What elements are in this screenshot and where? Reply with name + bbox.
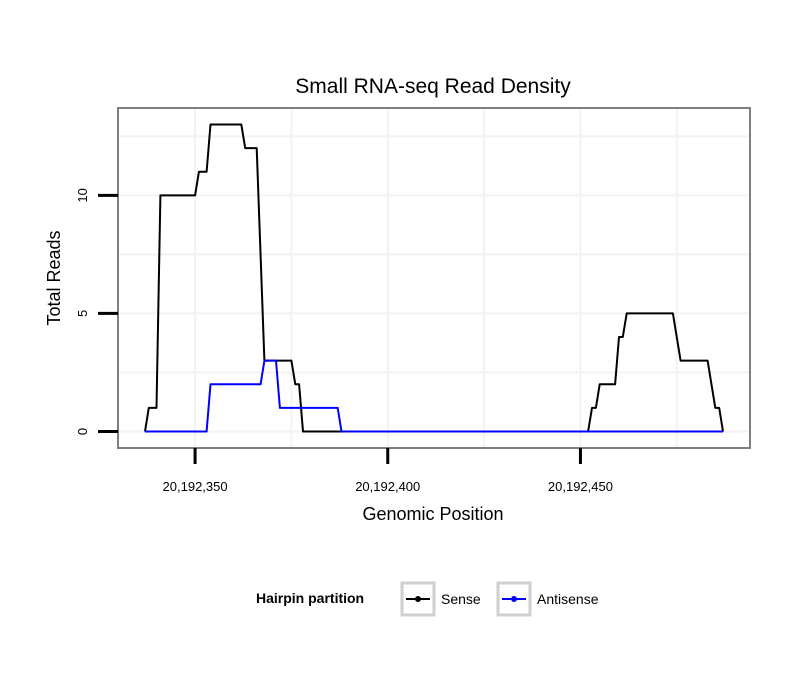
y-tick-label: 0 xyxy=(75,428,90,435)
y-tick-label: 10 xyxy=(75,188,90,202)
grid-lines xyxy=(118,108,750,448)
legend-title: Hairpin partition xyxy=(256,590,364,606)
plot-border xyxy=(117,107,751,449)
legend: Hairpin partition Sense Antisense xyxy=(256,581,599,617)
y-tick-label: 5 xyxy=(75,310,90,317)
x-axis-title: Genomic Position xyxy=(362,504,503,524)
legend-label-antisense: Antisense xyxy=(537,591,599,607)
series-line-antisense xyxy=(145,359,723,433)
plot-area xyxy=(118,108,750,448)
x-tick-label: 20,192,450 xyxy=(548,479,613,494)
legend-label-sense: Sense xyxy=(441,591,481,607)
legend-key-dot xyxy=(415,596,421,602)
series-lines xyxy=(144,123,724,433)
y-axis: 0 5 10 xyxy=(75,188,118,435)
legend-entry-sense: Sense xyxy=(400,581,481,617)
y-axis-title: Total Reads xyxy=(44,230,64,325)
x-tick-label: 20,192,400 xyxy=(355,479,420,494)
x-tick-label: 20,192,350 xyxy=(163,479,228,494)
plot-background xyxy=(118,108,750,448)
legend-key-dot xyxy=(511,596,517,602)
x-axis: 20,192,350 20,192,400 20,192,450 xyxy=(163,448,613,494)
chart-title: Small RNA-seq Read Density xyxy=(295,75,571,98)
legend-entry-antisense: Antisense xyxy=(496,581,599,617)
